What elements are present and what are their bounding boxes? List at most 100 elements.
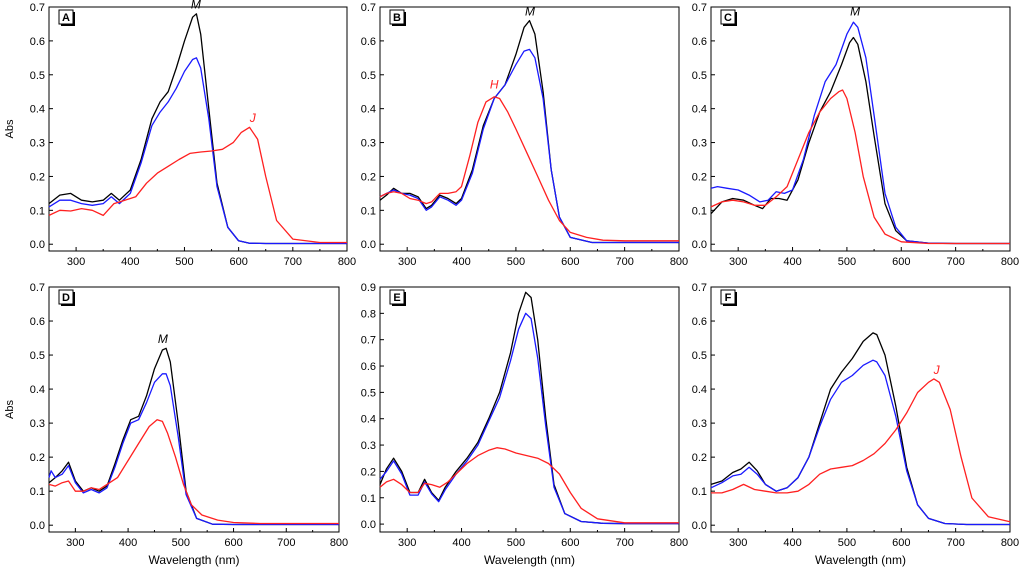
- series-red-line: [48, 126, 347, 244]
- y-tick-label: 0.5: [30, 350, 45, 362]
- x-tick-label: 700: [615, 537, 633, 549]
- y-tick-label: 0.7: [361, 2, 376, 14]
- y-tick-label: 0.6: [30, 36, 45, 48]
- y-tick-label: 0.5: [361, 387, 376, 399]
- y-tick-label: 0.2: [692, 171, 707, 183]
- x-tick-label: 400: [783, 537, 801, 549]
- panel-b: 300 400 500 600 700 800 0.0 0.1 0.2 0.3 0.4 0.5 0.6 0…: [361, 2, 688, 268]
- series-red-line: [48, 419, 339, 525]
- panel-label-box: [720, 9, 736, 25]
- x-tick-label: 800: [670, 256, 688, 268]
- x-tick-label: 700: [615, 256, 633, 268]
- x-tick-label: 600: [229, 256, 247, 268]
- y-tick-label: 0.4: [692, 384, 707, 396]
- y-tick-label: 0.6: [692, 316, 707, 328]
- y-tick-label: 0.4: [361, 414, 376, 426]
- y-tick-label: 0.9: [361, 282, 376, 294]
- y-tick-label: 0.2: [361, 466, 376, 478]
- series-blue-line: [48, 373, 339, 526]
- x-tick-label: 800: [1001, 256, 1019, 268]
- y-tick-label: 0.3: [692, 138, 707, 150]
- panel-label: C: [724, 12, 732, 24]
- y-tick-label: 0.2: [30, 452, 45, 464]
- x-tick-label: 800: [670, 537, 688, 549]
- x-tick-label: 600: [224, 537, 242, 549]
- x-tick-label: 400: [783, 256, 801, 268]
- series-black-line: [710, 36, 1010, 245]
- series-red-line: [379, 447, 679, 524]
- x-tick-label: 700: [277, 537, 295, 549]
- peak-annotation: M: [158, 332, 168, 346]
- y-tick-label: 0.3: [361, 138, 376, 150]
- panel-label-box: [58, 9, 74, 25]
- y-tick-label: 0.1: [30, 205, 45, 217]
- panel-label-box: [389, 289, 405, 305]
- x-tick-label: 400: [119, 537, 137, 549]
- x-tick-label: 600: [892, 256, 910, 268]
- y-tick-label: 0.5: [30, 70, 45, 82]
- peak-annotation: J: [933, 363, 941, 377]
- y-tick-label: 0.1: [361, 493, 376, 505]
- series-black-line: [48, 347, 339, 526]
- series-blue-line: [710, 21, 1010, 245]
- x-tick-label: 800: [330, 537, 348, 549]
- plot-frame: [48, 286, 340, 533]
- x-tick-label: 400: [452, 256, 470, 268]
- y-tick-label: 0.0: [30, 520, 45, 532]
- x-tick-label: 800: [1001, 537, 1019, 549]
- y-tick-label: 0.0: [30, 239, 45, 251]
- peak-annotation: M: [191, 0, 201, 12]
- peak-annotation: M: [850, 4, 860, 18]
- x-tick-label: 300: [67, 256, 85, 268]
- plot-frame: [710, 6, 1011, 252]
- series-red-line: [379, 96, 679, 242]
- plot-frame: [710, 286, 1011, 533]
- x-tick-label: 500: [175, 256, 193, 268]
- x-tick-label: 700: [946, 256, 964, 268]
- y-tick-label: 0.3: [30, 418, 45, 430]
- y-tick-label: 0.5: [692, 70, 707, 82]
- y-tick-label: 0.8: [361, 308, 376, 320]
- y-tick-label: 0.6: [30, 316, 45, 328]
- series-red-line: [710, 89, 1010, 245]
- y-tick-label: 0.6: [692, 36, 707, 48]
- panel-label-box: [720, 289, 736, 305]
- y-tick-label: 0.7: [30, 2, 45, 14]
- y-tick-label: 0.1: [361, 205, 376, 217]
- panel-label: D: [62, 292, 70, 304]
- x-tick-label: 400: [452, 537, 470, 549]
- panel-d: 300 400 500 600 700 800 0.0 0.1 0.2 0.3 0.4 0.5 0.6 0…: [4, 282, 348, 567]
- y-tick-label: 0.6: [361, 36, 376, 48]
- panel-label-box: [58, 289, 74, 305]
- peak-annotation: J: [249, 111, 257, 125]
- y-tick-label: 0.4: [692, 104, 707, 116]
- x-tick-label: 300: [398, 256, 416, 268]
- y-tick-label: 0.7: [692, 2, 707, 14]
- x-tick-label: 300: [729, 256, 747, 268]
- series-black-line: [379, 291, 679, 525]
- series-blue-line: [379, 48, 679, 244]
- peak-annotation: H: [490, 77, 499, 91]
- x-tick-label: 500: [507, 537, 525, 549]
- x-axis-label: Wavelength (nm): [484, 553, 575, 567]
- series-black-line: [710, 332, 1010, 526]
- y-tick-label: 0.6: [361, 361, 376, 373]
- x-tick-label: 400: [121, 256, 139, 268]
- y-tick-label: 0.7: [361, 335, 376, 347]
- x-tick-label: 700: [946, 537, 964, 549]
- plot-frame: [379, 6, 680, 252]
- x-axis-label: Wavelength (nm): [815, 553, 906, 567]
- x-tick-label: 500: [838, 537, 856, 549]
- panel-e: 300 400 500 600 700 800 0.0 0.1 0.2 0.3 0.4 0.5 0.6 0…: [361, 282, 688, 567]
- series-red-line: [711, 378, 1011, 523]
- x-tick-label: 500: [838, 256, 856, 268]
- y-tick-label: 0.5: [692, 350, 707, 362]
- x-tick-label: 500: [172, 537, 190, 549]
- panel-a: 300 400 500 600 700 800 0.0 0.1 0.2 0.3 0.4 0.5 0.6 0…: [4, 0, 356, 268]
- y-tick-label: 0.0: [692, 239, 707, 251]
- panel-label: A: [62, 12, 70, 24]
- y-tick-label: 0.7: [30, 282, 45, 294]
- y-tick-label: 0.4: [361, 104, 376, 116]
- series-blue-line: [710, 359, 1010, 526]
